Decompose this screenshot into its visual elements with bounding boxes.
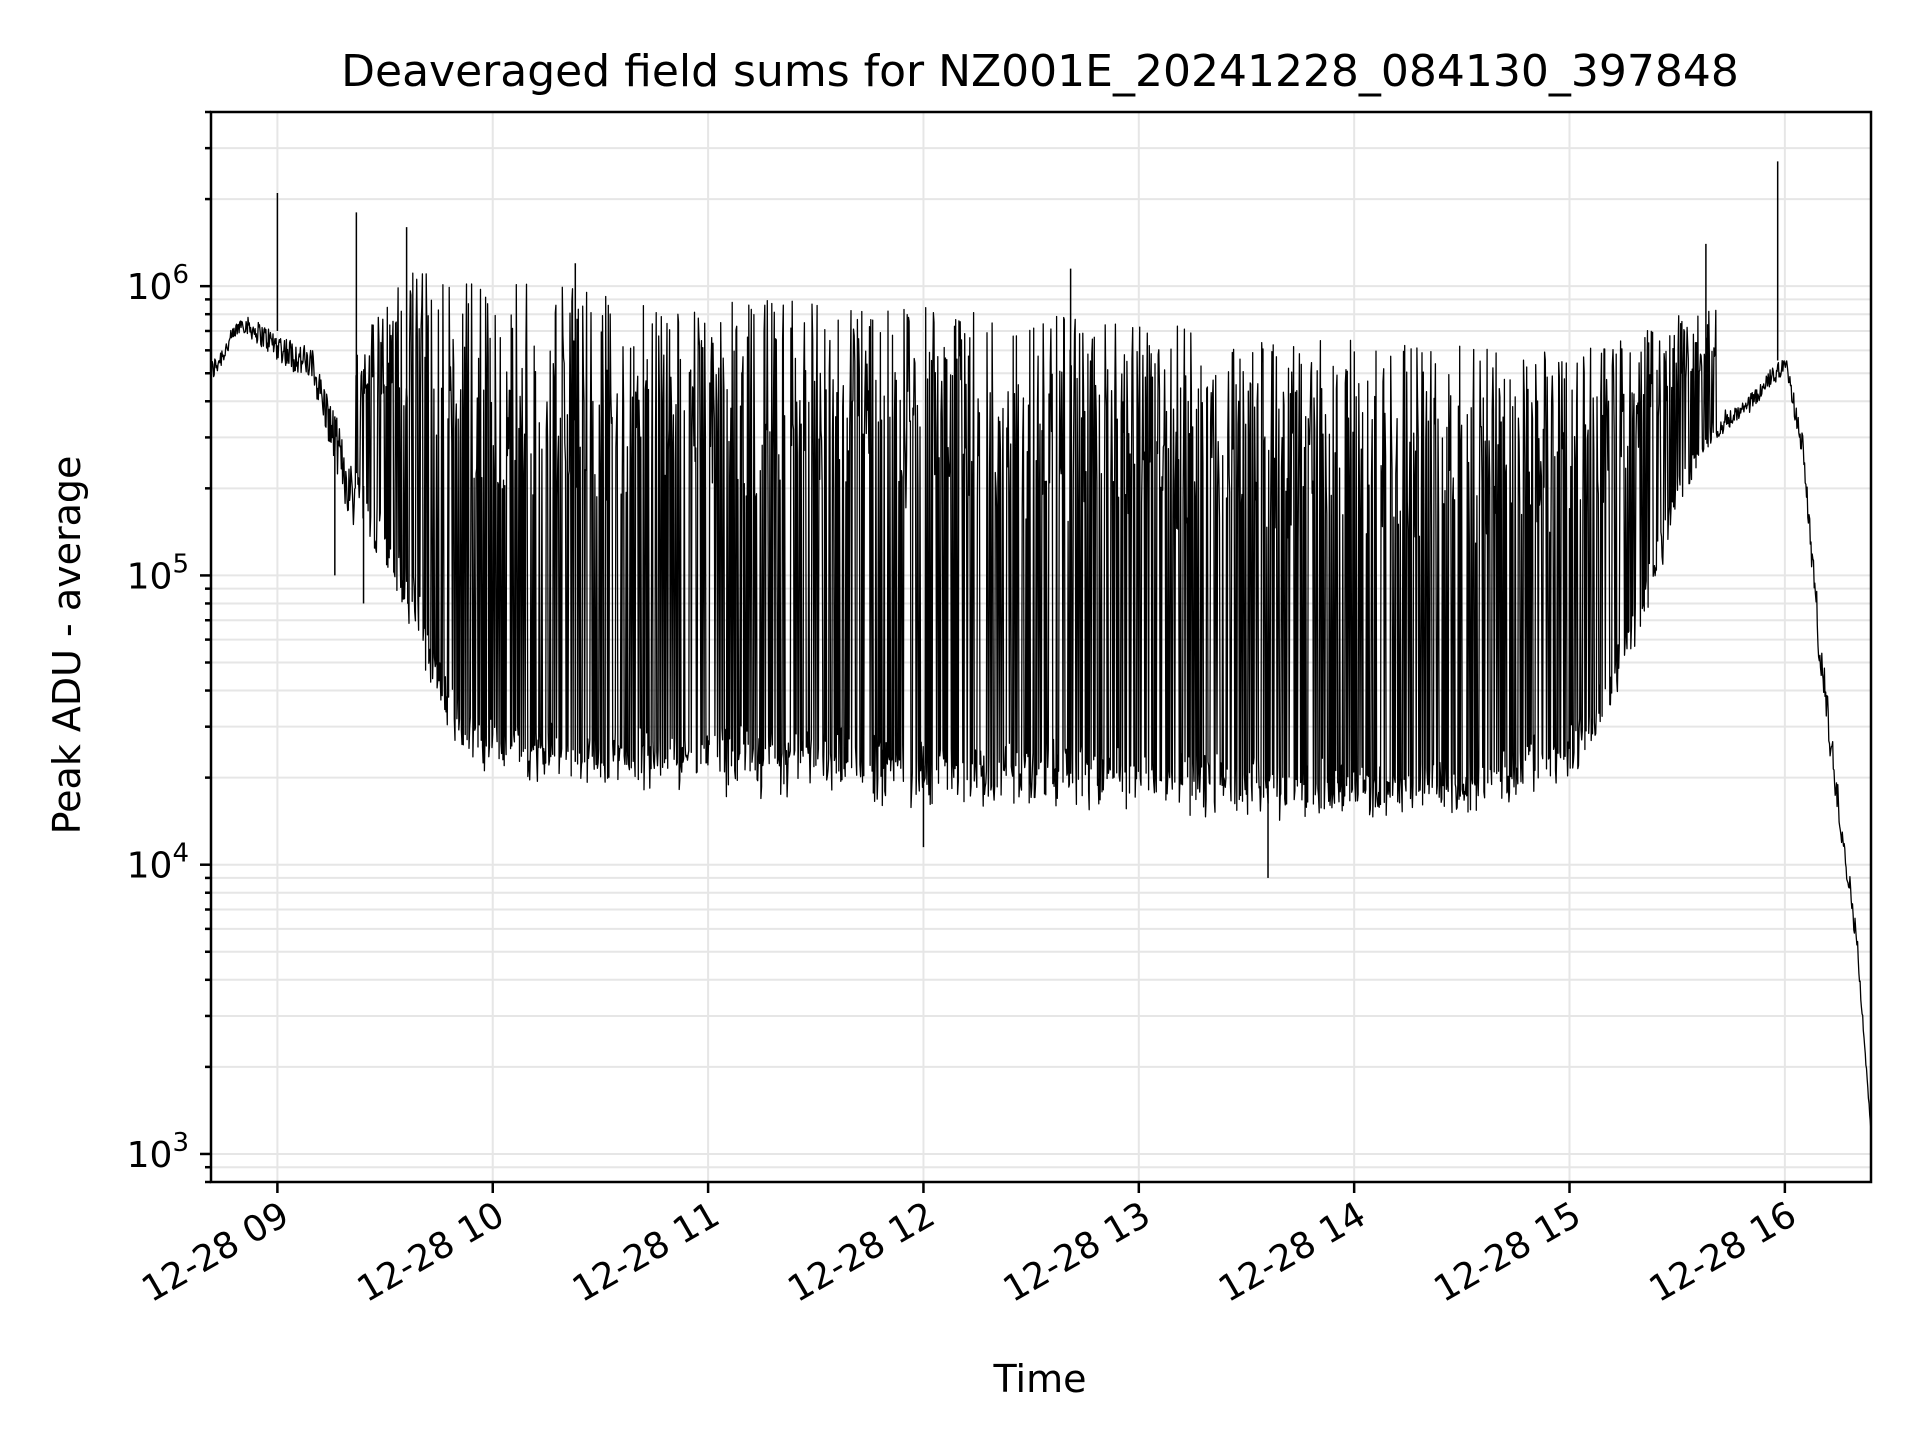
series-group [210,161,1872,1132]
series-line [210,272,1872,1132]
y-tick-label: 106 [127,260,189,308]
y-tick-label: 104 [127,839,189,887]
ticks [200,110,1787,1193]
y-tick-labels: 103 104 105 106 [127,260,189,1176]
chart-title: Deaveraged field sums for NZ001E_2024122… [341,46,1739,97]
y-axis-label: Peak ADU - average [45,456,89,835]
plot-frame [209,110,1873,1184]
y-tick-label: 103 [127,1128,189,1176]
x-axis-label: Time [993,1357,1087,1401]
y-tick-label: 105 [127,549,189,597]
